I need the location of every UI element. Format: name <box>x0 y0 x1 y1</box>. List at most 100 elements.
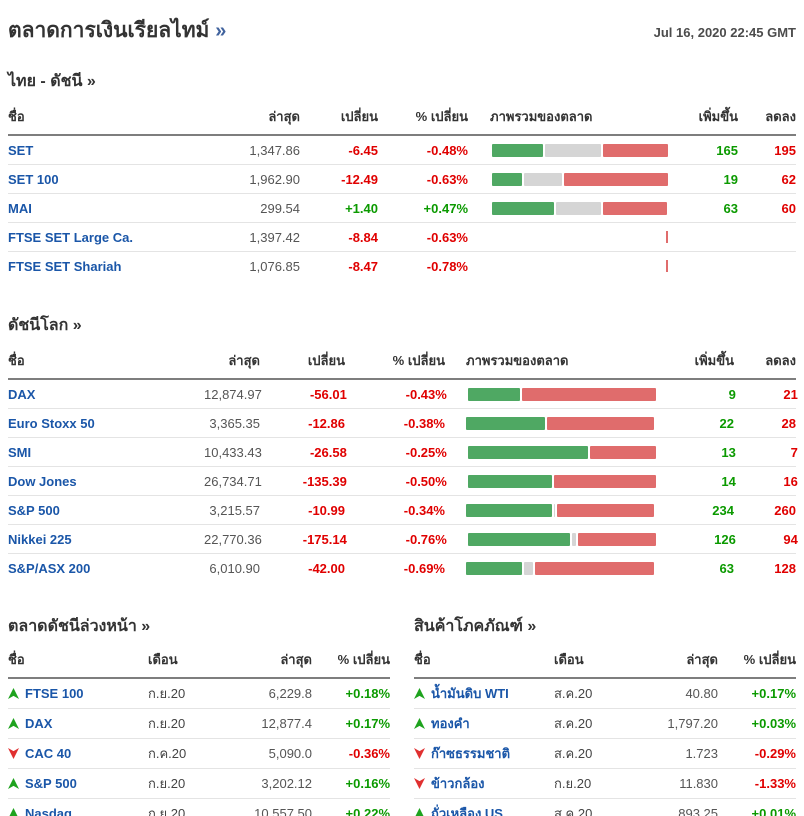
percent-change: -0.36% <box>348 746 390 761</box>
change-value: -12.49 <box>341 171 378 187</box>
index-name: Euro Stoxx 50 <box>8 416 204 431</box>
index-link[interactable]: FTSE SET Large Ca. <box>8 229 133 245</box>
overview-bar-cell <box>445 416 654 430</box>
percent-change: -0.63% <box>426 171 468 187</box>
market-overview-bar <box>466 416 654 430</box>
instrument-link[interactable]: FTSE 100 <box>25 686 84 701</box>
percent-change: +0.17% <box>345 716 390 731</box>
gray-bar-segment <box>572 532 576 546</box>
header-overview: ภาพรวมของตลาด <box>490 109 593 124</box>
up-arrow-icon <box>8 808 19 816</box>
contract-month: ก.ย.20 <box>148 716 186 731</box>
last-price: 1.723 <box>685 746 718 761</box>
last-price: 1,962.90 <box>249 171 300 187</box>
green-bar-segment <box>467 474 553 488</box>
red-bar-segment <box>535 561 654 575</box>
header-month: เดือน <box>148 652 178 667</box>
bottom-sections: ตลาดดัชนีล่วงหน้า » ชื่อ เดือน ล่าสุด % … <box>8 614 796 816</box>
header-last: ล่าสุด <box>268 109 300 124</box>
instrument-link[interactable]: ก๊าซธรรมชาติ <box>431 746 511 761</box>
index-link[interactable]: MAI <box>8 200 32 216</box>
index-link[interactable]: S&P 500 <box>8 502 60 518</box>
green-bar-segment <box>492 201 554 215</box>
chevron-right-icon: » <box>527 618 537 635</box>
change-value: -6.45 <box>348 142 378 158</box>
page-title-link[interactable]: ตลาดการเงินเรียลไทม์ » <box>8 14 226 47</box>
gray-bar-segment <box>553 503 556 517</box>
table-row: ข้าวกล้อง ก.ย.20 11.830 -1.33% <box>414 769 796 799</box>
up-arrow-icon <box>414 718 425 729</box>
contract-month: ก.ค.20 <box>148 746 187 761</box>
table-row: Nasdaq ก.ย.20 10,557.50 +0.22% <box>8 799 390 816</box>
futures-table: ชื่อ เดือน ล่าสุด % เปลี่ยน FTSE 100 ก.ย… <box>8 639 390 816</box>
table-row: DAX ก.ย.20 12,877.4 +0.17% <box>8 709 390 739</box>
last-price: 12,877.4 <box>261 716 312 731</box>
instrument-name: ถั่วเหลือง US <box>414 803 554 816</box>
thai-indices-title-link[interactable]: ไทย - ดัชนี » <box>8 69 796 94</box>
instrument-name: DAX <box>8 716 148 731</box>
advancers-count: 22 <box>719 415 734 431</box>
change-value: -8.47 <box>348 258 378 274</box>
percent-change: -0.38% <box>403 415 445 431</box>
index-link[interactable]: S&P/ASX 200 <box>8 560 91 576</box>
overview-bar-cell <box>447 532 656 546</box>
percent-change: +0.16% <box>345 776 390 791</box>
overview-bar-cell <box>447 387 656 401</box>
futures-title-link[interactable]: ตลาดดัชนีล่วงหน้า » <box>8 614 390 639</box>
index-link[interactable]: SET 100 <box>8 171 59 187</box>
world-indices-title-link[interactable]: ดัชนีโลก » <box>8 313 796 338</box>
commodities-title-link[interactable]: สินค้าโภคภัณฑ์ » <box>414 614 796 639</box>
instrument-link[interactable]: ข้าวกล้อง <box>431 776 485 791</box>
down-arrow-icon <box>414 778 425 789</box>
index-name: S&P/ASX 200 <box>8 561 204 576</box>
change-value: -10.99 <box>308 502 345 518</box>
instrument-link[interactable]: ทองคำ <box>431 716 470 731</box>
percent-change: +0.17% <box>751 686 796 701</box>
index-link[interactable]: Nikkei 225 <box>8 531 72 547</box>
table-row: DAX 12,874.97 -56.01 -0.43% 9 21 <box>8 380 798 409</box>
instrument-name: ข้าวกล้อง <box>414 773 554 794</box>
instrument-link[interactable]: S&P 500 <box>25 776 77 791</box>
index-name: FTSE SET Large Ca. <box>8 230 244 245</box>
index-link[interactable]: DAX <box>8 386 36 402</box>
overview-bar-cell <box>468 143 668 157</box>
table-row: S&P/ASX 200 6,010.90 -42.00 -0.69% 63 12… <box>8 554 796 582</box>
percent-change: -0.63% <box>426 229 468 245</box>
thai-indices-title: ไทย - ดัชนี <box>8 73 83 90</box>
index-link[interactable]: FTSE SET Shariah <box>8 258 122 274</box>
index-link[interactable]: SET <box>8 142 34 158</box>
instrument-link[interactable]: น้ำมันดิบ WTI <box>431 686 509 701</box>
table-row: SMI 10,433.43 -26.58 -0.25% 13 7 <box>8 438 798 467</box>
instrument-link[interactable]: DAX <box>25 716 53 731</box>
last-price: 3,202.12 <box>261 776 312 791</box>
index-name: S&P 500 <box>8 503 204 518</box>
decliners-count: 60 <box>781 200 796 216</box>
index-link[interactable]: Euro Stoxx 50 <box>8 415 95 431</box>
percent-change: +0.01% <box>751 806 796 816</box>
overview-bar-cell <box>445 561 654 575</box>
overview-bar-cell <box>468 230 668 244</box>
header-change: เปลี่ยน <box>307 353 345 368</box>
table-row: SET 1,347.86 -6.45 -0.48% 165 195 <box>8 136 796 165</box>
index-link[interactable]: Dow Jones <box>8 473 77 489</box>
market-overview-bar <box>467 445 656 459</box>
gray-bar-segment <box>523 172 563 186</box>
percent-change: -0.78% <box>426 258 468 274</box>
instrument-link[interactable]: ถั่วเหลือง US <box>431 806 503 816</box>
contract-month: ก.ย.20 <box>148 686 186 701</box>
last-price: 5,090.0 <box>268 746 312 761</box>
instrument-link[interactable]: Nasdaq <box>25 806 72 816</box>
green-bar-segment <box>467 532 571 546</box>
red-bar-segment <box>564 172 668 186</box>
table-row: S&P 500 3,215.57 -10.99 -0.34% 234 260 <box>8 496 796 525</box>
index-link[interactable]: SMI <box>8 444 32 460</box>
last-price: 1,797.20 <box>667 716 718 731</box>
table-row: SET 100 1,962.90 -12.49 -0.63% 19 62 <box>8 165 796 194</box>
header-pct: % เปลี่ยน <box>743 652 796 667</box>
percent-change: -0.29% <box>754 746 796 761</box>
advancers-count: 19 <box>723 171 738 187</box>
last-price: 10,433.43 <box>204 444 262 460</box>
header-pct: % เปลี่ยน <box>392 353 445 368</box>
decliners-count: 62 <box>781 171 796 187</box>
instrument-link[interactable]: CAC 40 <box>25 746 72 761</box>
